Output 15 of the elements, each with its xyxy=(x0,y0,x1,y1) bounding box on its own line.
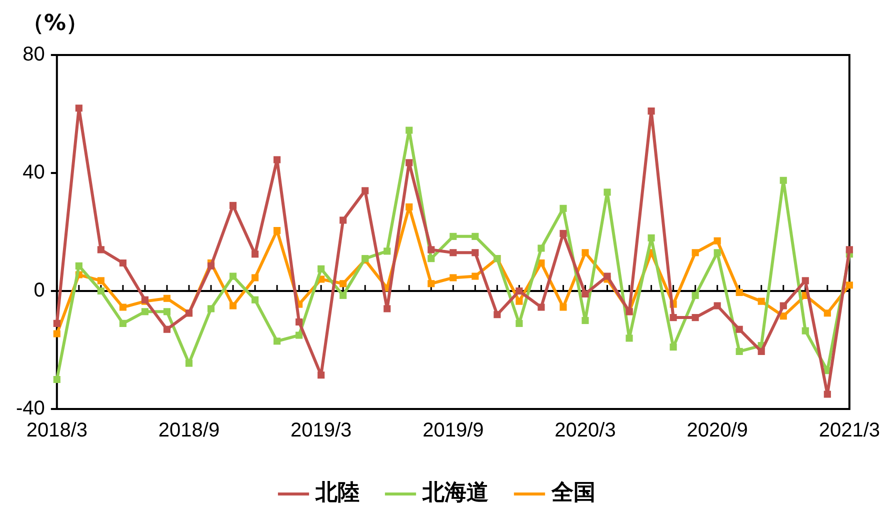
x-tick-label: 2021/3 xyxy=(818,420,880,442)
legend-label: 全国 xyxy=(550,480,596,506)
y-tick-label: 0 xyxy=(34,280,45,302)
x-tick-label: 2018/9 xyxy=(158,420,220,442)
x-tick-label: 2020/9 xyxy=(686,420,748,442)
y-tick-label: 40 xyxy=(22,162,45,184)
y-axis-title: （%） xyxy=(22,10,88,38)
y-tick-label: 80 xyxy=(22,44,45,66)
legend-label: 北海道 xyxy=(422,480,488,506)
x-tick-label: 2019/9 xyxy=(422,420,484,442)
x-tick-label: 2018/3 xyxy=(26,420,88,442)
x-tick-label: 2020/3 xyxy=(554,420,616,442)
legend-label: 北陸 xyxy=(314,480,360,506)
x-tick-label: 2019/3 xyxy=(290,420,352,442)
y-tick-label: -40 xyxy=(16,398,45,420)
